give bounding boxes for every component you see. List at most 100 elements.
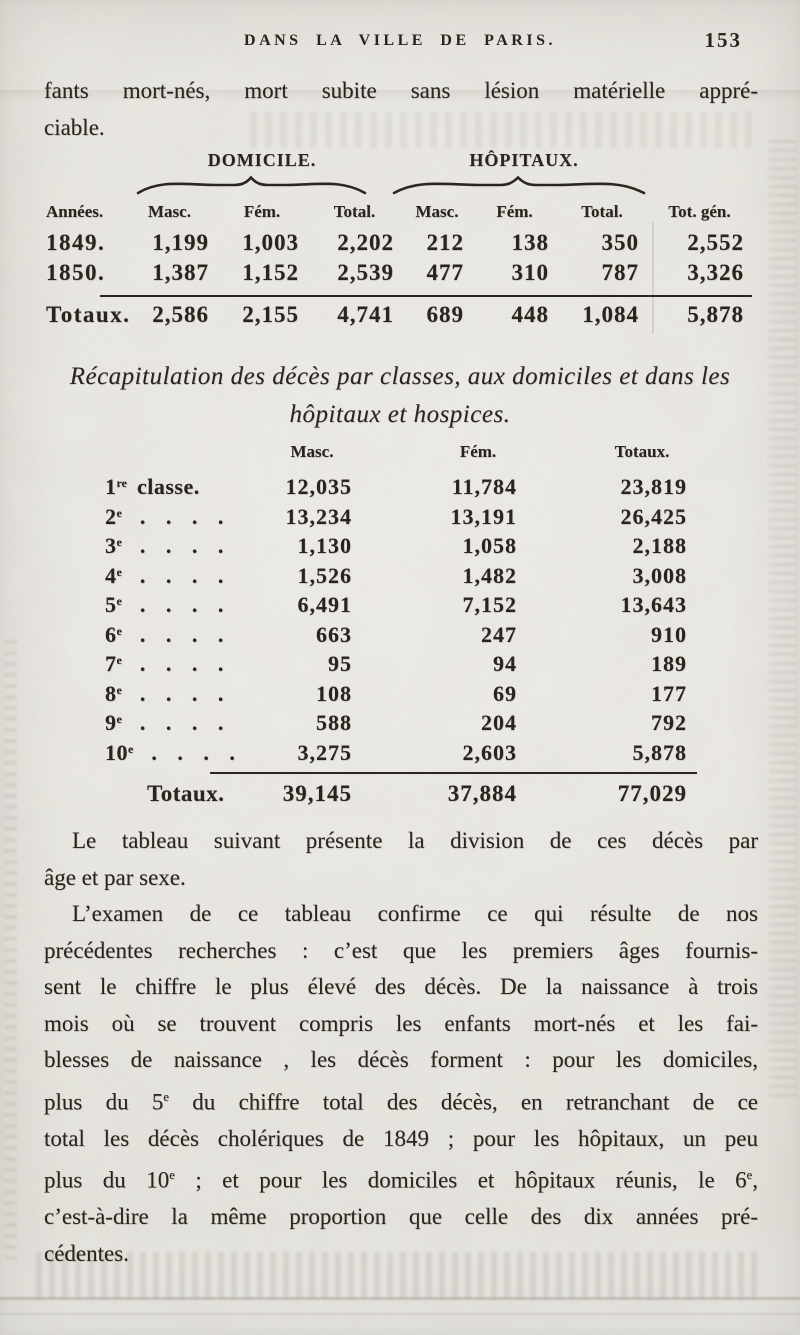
- dot-leaders: . . . .: [139, 621, 224, 647]
- cell: 689: [426, 302, 464, 327]
- table-braces: [42, 172, 752, 198]
- bleedthrough-right-edge: [769, 140, 797, 1100]
- cell: 910: [651, 621, 687, 647]
- ordinal-suffix: e: [116, 653, 122, 667]
- cell: 2,188: [632, 533, 687, 558]
- cell: 13,234: [285, 503, 352, 529]
- column-header: Fém.: [459, 442, 497, 461]
- ordinal-suffix: e: [116, 712, 122, 726]
- class-label: 8e . . . .: [105, 681, 255, 707]
- paragraph: L’examen de ce tableau confirme ce qui r…: [44, 896, 758, 1272]
- cell: 2,202: [337, 230, 394, 255]
- text-line: blesses de naissance , les décès forment…: [44, 1047, 758, 1072]
- table-row: 4e . . . . 1,526 1,482 3,008: [105, 563, 705, 593]
- class-label: 9e . . . .: [105, 710, 255, 736]
- class-label: 7e . . . .: [105, 651, 255, 677]
- deaths-by-year-table: DOMICILE. HÔPITAUX. Années. Masc. Fém. T…: [42, 150, 752, 336]
- table-row: 6e . . . . 663 247 910: [105, 622, 705, 652]
- cell: 13,191: [450, 503, 517, 529]
- bottom-rule-ghost: [0, 1297, 800, 1300]
- class-ordinal: 2: [105, 503, 117, 529]
- cell: 792: [651, 710, 687, 735]
- group-header-hopitaux: HÔPITAUX.: [469, 150, 579, 170]
- class-label: 1re classe.: [105, 474, 255, 500]
- cell: 23,819: [620, 474, 687, 499]
- table-header-row: Années. Masc. Fém. Total. Masc. Fém. Tot…: [42, 198, 752, 230]
- cell: 3,008: [632, 562, 687, 588]
- cell: 1,152: [242, 260, 299, 285]
- cell: 189: [651, 651, 687, 676]
- text-line: âge et par sexe.: [44, 865, 186, 890]
- cell: 477: [426, 260, 464, 285]
- class-label: 2e . . . .: [105, 504, 255, 530]
- text-line: Le tableau suivant présente la division …: [72, 828, 758, 853]
- over-brace-icon: [392, 175, 646, 195]
- heading-line: Récapitulation des décès par classes, au…: [69, 363, 731, 390]
- column-header: Fém.: [243, 202, 281, 221]
- table-totals-row: Totaux. 2,586 2,155 4,741 689 448 1,084 …: [42, 300, 752, 336]
- over-brace-icon: [136, 175, 367, 195]
- cell: 588: [316, 710, 352, 735]
- cell: 787: [601, 260, 639, 285]
- dot-leaders: . . . .: [139, 503, 224, 529]
- ordinal-suffix: e: [116, 505, 122, 520]
- class-ordinal: 7: [105, 651, 117, 676]
- column-header: Tot. gén.: [668, 202, 731, 221]
- column-header: Masc.: [415, 202, 459, 221]
- cell: 350: [601, 230, 639, 255]
- text-line: plus du 5e du chiffre total des décès, e…: [44, 1089, 759, 1115]
- running-head: DANS LA VILLE DE PARIS. 153: [0, 28, 800, 52]
- cell: 12,035: [285, 474, 352, 499]
- table-row: 8e . . . . 108 69 177: [105, 681, 705, 711]
- totals-rule: [100, 295, 752, 297]
- heading-line: hôpitaux et hospices.: [289, 401, 511, 428]
- table-row: 9e . . . . 588 204 792: [105, 710, 705, 740]
- ordinal-suffix: e: [116, 535, 122, 549]
- column-header: Masc.: [290, 442, 334, 461]
- cell: 138: [511, 230, 549, 255]
- table-row: 1850. 1,387 1,152 2,539 477 310 787 3,32…: [42, 260, 752, 290]
- cell: 77,029: [617, 781, 687, 806]
- class-ordinal: 4: [105, 562, 117, 588]
- text-line: plus du 10e ; et pour les domiciles et h…: [44, 1167, 758, 1193]
- dot-leaders: . . . .: [139, 562, 224, 588]
- class-rest: classe.: [136, 474, 200, 499]
- class-label: 5e . . . .: [105, 592, 255, 618]
- year-cell: 1850.: [46, 260, 106, 285]
- class-ordinal: 8: [105, 680, 117, 706]
- class-ordinal: 1: [105, 474, 117, 499]
- cell: 1,003: [242, 230, 299, 255]
- table-row: 2e . . . . 13,234 13,191 26,425: [105, 504, 705, 534]
- cell: 108: [316, 680, 352, 706]
- class-label: 10e . . . .: [105, 740, 255, 766]
- cell: 2,552: [687, 230, 744, 255]
- year-cell: 1849.: [46, 230, 106, 255]
- cell: 204: [481, 710, 517, 735]
- class-ordinal: 5: [105, 592, 117, 617]
- dot-leaders: . . . .: [139, 592, 224, 617]
- class-ordinal: 3: [105, 533, 117, 558]
- cell: 5,878: [632, 739, 687, 765]
- table-header-row: Masc. Fém. Totaux.: [105, 442, 705, 474]
- text-line: total les décès cholériques de 1849 ; po…: [44, 1125, 758, 1151]
- table-row: 1re classe. 12,035 11,784 23,819: [105, 474, 705, 504]
- text-line: précédentes recherches : c’est que les p…: [44, 937, 758, 963]
- table-group-headers: DOMICILE. HÔPITAUX.: [42, 150, 752, 172]
- table-row: 1849. 1,199 1,003 2,202 212 138 350 2,55…: [42, 230, 752, 260]
- ordinal-suffix: e: [116, 682, 122, 697]
- cell: 212: [426, 230, 464, 255]
- cell: 7,152: [462, 592, 517, 617]
- cell: 247: [481, 621, 517, 647]
- text-line: sent le chiffre le plus élevé des décès.…: [44, 974, 758, 999]
- cell: 2,603: [462, 739, 517, 765]
- cell: 4,741: [337, 302, 394, 327]
- cell: 448: [511, 302, 549, 327]
- cell: 69: [493, 680, 517, 706]
- table-row: 3e . . . . 1,130 1,058 2,188: [105, 533, 705, 563]
- cell: 37,884: [447, 781, 517, 806]
- cell: 13,643: [620, 592, 687, 617]
- totals-label: Totaux.: [46, 302, 131, 327]
- column-header: Total.: [581, 202, 623, 221]
- cell: 1,084: [582, 302, 639, 327]
